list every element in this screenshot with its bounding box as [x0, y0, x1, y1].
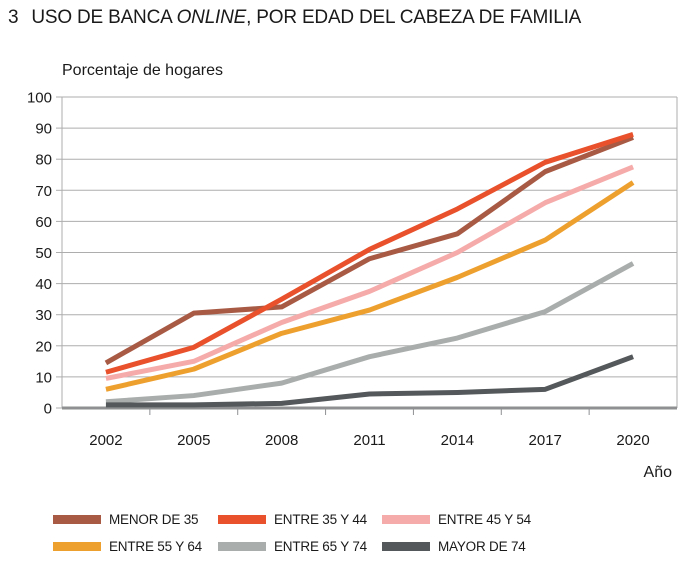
legend: MENOR DE 35 ENTRE 35 Y 44 ENTRE 45 Y 54 ENT… — [53, 511, 673, 554]
y-tick-label-10: 10 — [35, 369, 52, 386]
chart-svg: 0 10 20 30 40 50 60 70 80 90 100 2002 2005 2008 2011 20… — [27, 90, 678, 449]
x-tick-label-2017: 2017 — [529, 432, 562, 449]
legend-label: MENOR DE 35 — [109, 511, 199, 527]
legend-item-entre-55-y-64: ENTRE 55 Y 64 — [53, 538, 218, 554]
y-tick-label-100: 100 — [27, 90, 52, 107]
legend-label: ENTRE 55 Y 64 — [109, 538, 202, 554]
legend-label: ENTRE 35 Y 44 — [274, 511, 367, 527]
y-tick-label-80: 80 — [35, 152, 52, 169]
series-line-menor-de-35 — [104, 135, 634, 366]
x-tick-label-2020: 2020 — [616, 432, 649, 449]
legend-label: ENTRE 45 Y 54 — [438, 511, 531, 527]
y-tick-label-0: 0 — [44, 401, 52, 418]
chart-number: 3 — [8, 7, 19, 28]
x-axis-title: Año — [643, 464, 672, 481]
series-line-mayor-de-74 — [105, 354, 634, 408]
x-tick-label-2008: 2008 — [265, 432, 298, 449]
x-tick-label-2005: 2005 — [177, 432, 210, 449]
chart-title: 3 USO DE BANCA ONLINE, POR EDAD DEL CABEZ… — [8, 7, 581, 29]
series-line-entre-35-y-44 — [105, 131, 634, 375]
legend-swatch — [382, 541, 430, 551]
legend-item-entre-45-y-54: ENTRE 45 Y 54 — [382, 511, 673, 527]
y-tick-label-70: 70 — [35, 183, 52, 200]
x-tick-label-2014: 2014 — [441, 432, 474, 449]
chart-title-text: USO DE BANCA — [31, 7, 177, 28]
y-tick-label-60: 60 — [35, 214, 52, 231]
legend-swatch — [218, 541, 266, 551]
chart-title-italic: ONLINE — [176, 7, 247, 28]
y-tick-label-90: 90 — [35, 121, 52, 138]
legend-item-menor-de-35: MENOR DE 35 — [53, 511, 218, 527]
series-line-entre-65-y-74 — [105, 261, 635, 405]
y-tick-label-30: 30 — [35, 307, 52, 324]
legend-swatch — [218, 514, 266, 524]
legend-item-entre-65-y-74: ENTRE 65 Y 74 — [218, 538, 382, 554]
legend-swatch — [53, 514, 101, 524]
legend-swatch — [53, 541, 101, 551]
series-line-entre-55-y-64 — [105, 180, 635, 392]
legend-label: MAYOR DE 74 — [438, 538, 526, 554]
x-tick-label-2011: 2011 — [353, 432, 385, 449]
legend-item-mayor-de-74: MAYOR DE 74 — [382, 538, 673, 554]
x-tick-label-2002: 2002 — [89, 432, 122, 449]
series-line-entre-45-y-54 — [105, 164, 635, 381]
y-tick-label-40: 40 — [35, 276, 52, 293]
legend-label: ENTRE 65 Y 74 — [274, 538, 367, 554]
y-axis-title: Porcentaje de hogares — [62, 62, 223, 79]
y-tick-label-20: 20 — [35, 338, 52, 355]
chart-title-text-2: , POR EDAD DEL CABEZA DE FAMILIA — [246, 7, 582, 28]
legend-item-entre-35-y-44: ENTRE 35 Y 44 — [218, 511, 382, 527]
legend-swatch — [382, 514, 430, 524]
y-tick-label-50: 50 — [35, 245, 52, 262]
